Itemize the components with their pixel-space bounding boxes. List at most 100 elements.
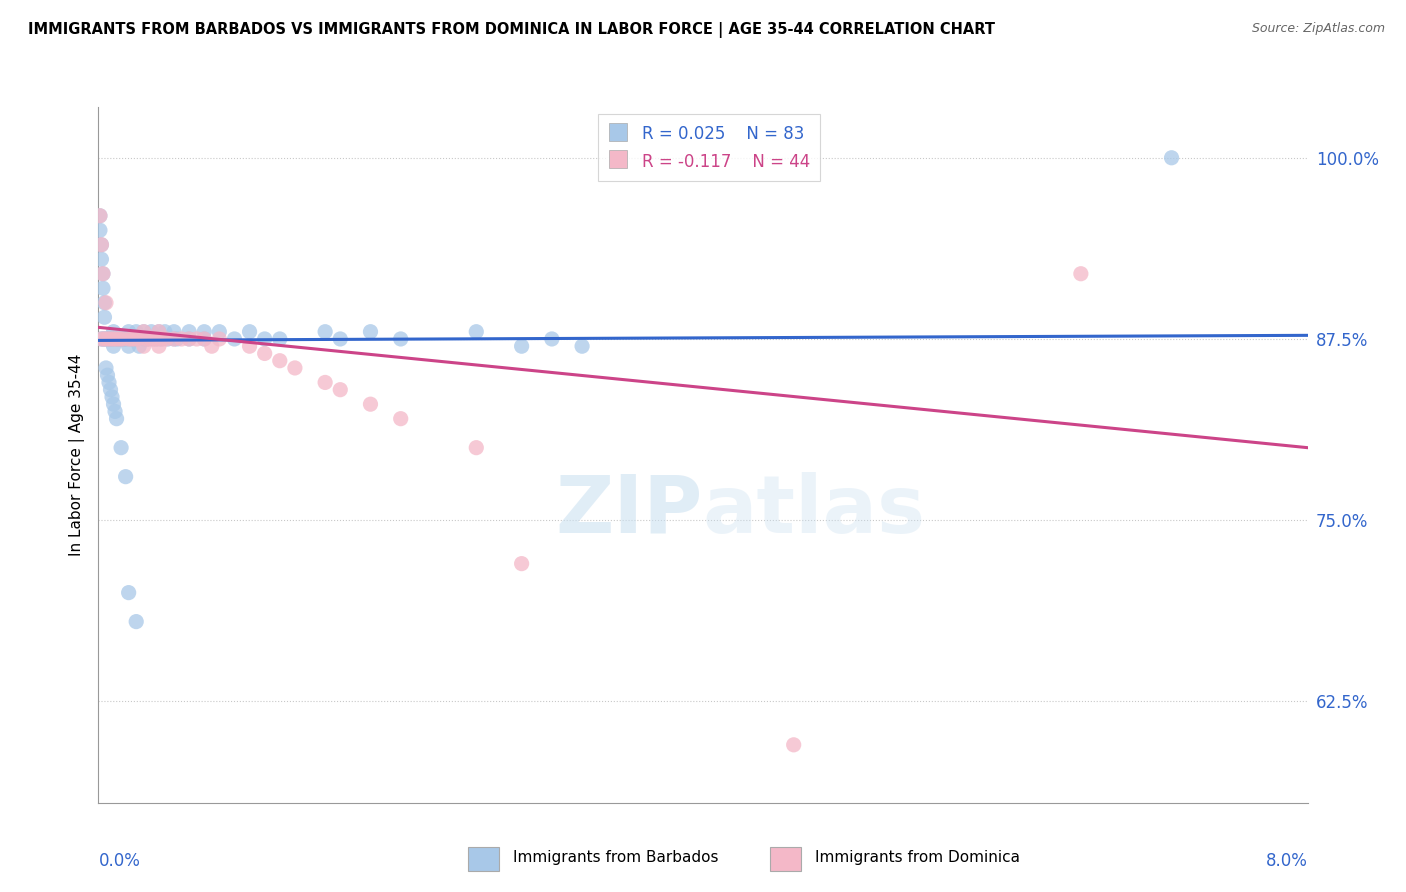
- Point: [201, 339, 224, 353]
- Point: [98, 332, 121, 346]
- Point: [118, 325, 141, 339]
- Point: [93, 332, 115, 346]
- Point: [132, 339, 155, 353]
- Text: atlas: atlas: [703, 472, 927, 549]
- Point: [105, 411, 128, 425]
- Point: [108, 332, 131, 346]
- Point: [148, 339, 170, 353]
- Point: [132, 325, 155, 339]
- Point: [100, 332, 122, 346]
- Point: [118, 332, 141, 346]
- Point: [145, 332, 167, 346]
- Point: [96, 368, 118, 383]
- Point: [166, 332, 188, 346]
- Point: [100, 332, 122, 346]
- Point: [208, 325, 231, 339]
- Point: [179, 325, 201, 339]
- Point: [136, 332, 159, 346]
- Point: [163, 325, 186, 339]
- Point: [108, 332, 131, 346]
- Point: [782, 738, 804, 752]
- Point: [141, 325, 163, 339]
- Point: [510, 339, 533, 353]
- Point: [359, 397, 381, 411]
- Point: [90, 332, 112, 346]
- Text: Immigrants from Dominica: Immigrants from Dominica: [815, 850, 1021, 864]
- Point: [179, 332, 201, 346]
- Point: [90, 237, 112, 252]
- Point: [170, 332, 193, 346]
- Point: [148, 325, 170, 339]
- Point: [135, 332, 157, 346]
- Point: [465, 441, 488, 455]
- Text: ZIP: ZIP: [555, 472, 703, 549]
- Point: [89, 209, 111, 223]
- Point: [124, 332, 146, 346]
- Point: [145, 332, 167, 346]
- Point: [111, 332, 134, 346]
- Point: [94, 295, 117, 310]
- Point: [111, 332, 134, 346]
- Point: [89, 223, 111, 237]
- Point: [114, 332, 136, 346]
- Point: [101, 390, 124, 404]
- Point: [103, 397, 125, 411]
- Point: [153, 325, 176, 339]
- Point: [239, 325, 262, 339]
- Point: [96, 332, 118, 346]
- Point: [389, 332, 412, 346]
- Point: [132, 332, 155, 346]
- Point: [1070, 267, 1092, 281]
- Point: [90, 332, 112, 346]
- Point: [90, 252, 112, 267]
- Point: [155, 332, 177, 346]
- Point: [118, 585, 141, 599]
- Point: [253, 332, 276, 346]
- Point: [359, 325, 381, 339]
- Point: [125, 615, 148, 629]
- Point: [510, 557, 533, 571]
- Point: [103, 332, 125, 346]
- Point: [103, 339, 125, 353]
- Point: [128, 339, 150, 353]
- Point: [465, 325, 488, 339]
- Point: [193, 325, 215, 339]
- Point: [91, 267, 114, 281]
- Point: [122, 332, 145, 346]
- Point: [253, 346, 276, 360]
- Point: [124, 332, 146, 346]
- Point: [269, 353, 291, 368]
- Point: [105, 332, 128, 346]
- Point: [163, 332, 186, 346]
- Point: [98, 376, 121, 390]
- Point: [193, 332, 215, 346]
- Point: [389, 411, 412, 425]
- Point: [96, 332, 118, 346]
- Point: [90, 237, 112, 252]
- Point: [1160, 151, 1182, 165]
- Point: [179, 332, 201, 346]
- Point: [135, 332, 157, 346]
- Point: [141, 332, 163, 346]
- Point: [329, 383, 352, 397]
- Point: [186, 332, 208, 346]
- Point: [193, 332, 215, 346]
- Point: [132, 325, 155, 339]
- Point: [156, 332, 179, 346]
- Point: [94, 360, 117, 375]
- Point: [93, 310, 115, 325]
- Point: [269, 332, 291, 346]
- Point: [110, 441, 132, 455]
- Point: [93, 295, 115, 310]
- Point: [110, 332, 132, 346]
- Point: [118, 339, 141, 353]
- Point: [314, 325, 336, 339]
- Point: [118, 332, 141, 346]
- Point: [239, 339, 262, 353]
- Point: [91, 332, 114, 346]
- Point: [224, 332, 246, 346]
- Point: [91, 267, 114, 281]
- Point: [127, 332, 149, 346]
- Point: [329, 332, 352, 346]
- Point: [105, 332, 128, 346]
